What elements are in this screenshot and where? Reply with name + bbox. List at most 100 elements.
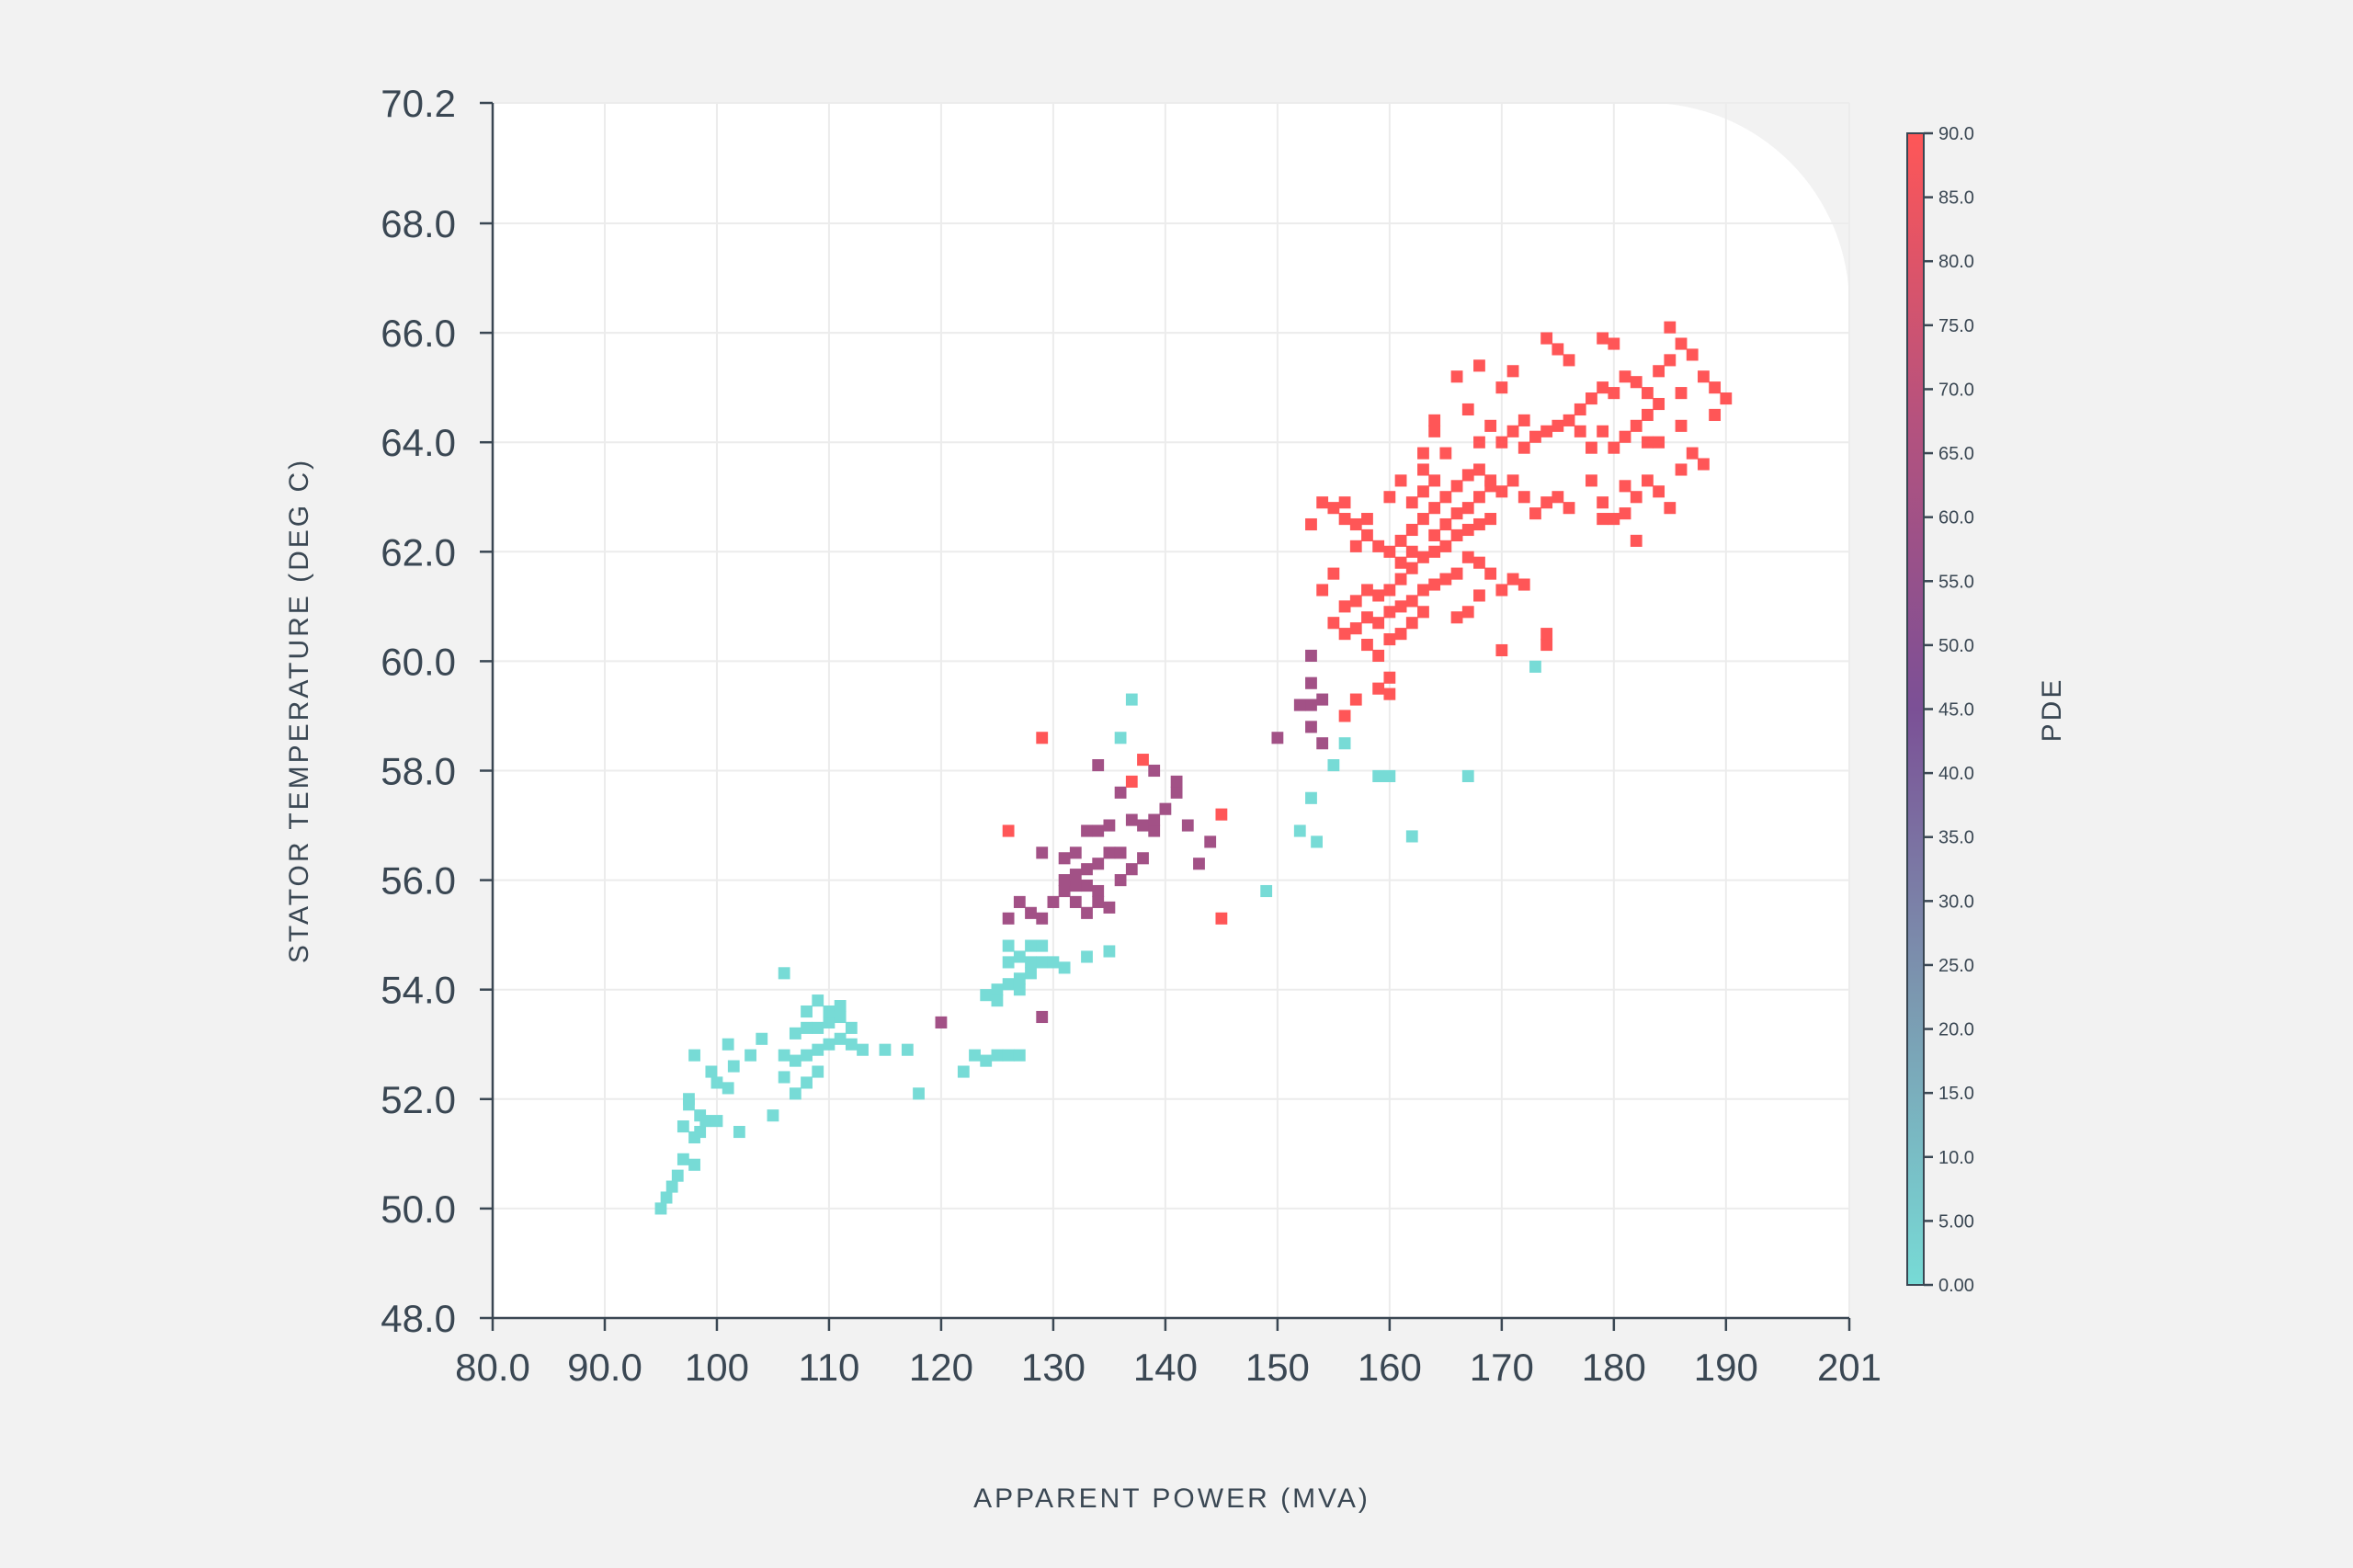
data-cell <box>1439 491 1452 504</box>
y-tick-label: 64.0 <box>381 421 456 464</box>
data-cell <box>745 1049 756 1062</box>
data-cell <box>1608 387 1620 400</box>
data-cell <box>1025 906 1037 919</box>
data-cells <box>654 321 1733 1215</box>
data-cell <box>1372 649 1385 663</box>
data-cell <box>1552 491 1564 504</box>
data-cell <box>1215 912 1228 925</box>
data-cell <box>1372 540 1385 552</box>
data-cell <box>1642 474 1654 487</box>
data-cell <box>1316 496 1329 509</box>
data-cell <box>1069 869 1082 881</box>
data-cell <box>699 1115 712 1128</box>
data-cell <box>1383 584 1396 597</box>
data-cell <box>676 1153 689 1165</box>
data-cell <box>1597 381 1609 394</box>
data-cell <box>1394 474 1407 487</box>
data-cell <box>845 1038 858 1051</box>
data-cell <box>1720 392 1733 405</box>
data-cell <box>1450 567 1463 580</box>
x-tick-label: 190 <box>1694 1346 1758 1389</box>
data-cell <box>991 994 1004 1007</box>
data-cell <box>1529 430 1541 443</box>
data-cell <box>1417 463 1429 476</box>
data-cell <box>1013 972 1026 985</box>
data-cell <box>980 1054 993 1067</box>
data-cell <box>1484 419 1497 432</box>
colorbar-tick-label: 70.0 <box>1938 380 1974 400</box>
data-cell <box>1002 1049 1015 1062</box>
data-cell <box>1125 693 1138 706</box>
data-cell <box>1383 633 1396 646</box>
data-cell <box>1103 901 1116 914</box>
data-cell <box>671 1169 684 1182</box>
data-cell <box>767 1109 779 1122</box>
data-cell <box>778 1071 790 1084</box>
data-cell <box>654 1202 667 1215</box>
data-cell <box>1664 321 1677 334</box>
data-cell <box>1293 699 1306 711</box>
data-cell <box>1327 567 1340 580</box>
data-cell <box>1394 573 1407 585</box>
x-tick-label: 150 <box>1245 1346 1310 1389</box>
data-cell <box>1518 441 1530 454</box>
x-tick-label: 160 <box>1358 1346 1422 1389</box>
data-cell <box>1349 622 1362 635</box>
data-cell <box>1518 491 1530 504</box>
y-tick-label: 66.0 <box>381 312 456 355</box>
data-cell <box>722 1082 734 1095</box>
colorbar-tick-label: 60.0 <box>1938 508 1974 528</box>
data-cell <box>1405 617 1418 630</box>
data-cell <box>1148 813 1161 826</box>
data-cell <box>1305 721 1317 733</box>
data-cell <box>1002 939 1015 952</box>
data-cell <box>1372 617 1385 630</box>
data-cell <box>1114 874 1127 887</box>
data-cell <box>1686 348 1699 361</box>
data-cell <box>1383 606 1396 619</box>
data-cell <box>1608 441 1620 454</box>
data-cell <box>1461 523 1474 537</box>
data-cell <box>823 1016 835 1028</box>
data-cell <box>1619 370 1631 383</box>
data-cell <box>1428 425 1441 437</box>
data-cell <box>789 1054 801 1067</box>
data-cell <box>1013 950 1026 963</box>
data-cell <box>1461 403 1474 416</box>
data-cell <box>1495 381 1508 394</box>
data-cell <box>705 1065 718 1078</box>
data-cell <box>756 1032 768 1045</box>
data-cell <box>1461 551 1474 563</box>
data-cell <box>1013 983 1026 996</box>
data-cell <box>1506 425 1519 437</box>
colorbar-tick-label: 15.0 <box>1938 1084 1974 1104</box>
data-cell <box>1036 912 1049 925</box>
data-cell <box>1148 764 1161 778</box>
data-cell <box>1069 880 1082 892</box>
data-cell <box>1361 638 1373 652</box>
data-cell <box>834 1010 847 1024</box>
data-cell <box>1619 430 1631 443</box>
x-tick-label: 120 <box>909 1346 973 1389</box>
data-cell <box>1653 397 1665 411</box>
data-cell <box>1047 956 1060 969</box>
data-cell <box>1383 769 1396 783</box>
data-cell <box>722 1038 734 1051</box>
data-cell <box>1675 463 1688 476</box>
data-cell <box>1372 589 1385 602</box>
y-tick-label: 60.0 <box>381 640 456 683</box>
y-tick-label: 58.0 <box>381 750 456 793</box>
data-cell <box>901 1043 914 1056</box>
data-cell <box>1630 491 1643 504</box>
colorbar-tick-label: 55.0 <box>1938 572 1974 592</box>
x-tick-label: 201 <box>1817 1346 1881 1389</box>
data-cell <box>1327 502 1340 515</box>
data-cell <box>1058 852 1071 865</box>
data-cell <box>823 1005 835 1018</box>
data-cell <box>1428 545 1441 558</box>
data-cell <box>812 1043 824 1056</box>
data-cell <box>694 1125 707 1139</box>
grid-lines <box>492 102 1850 1319</box>
data-cell <box>1327 758 1340 772</box>
data-cell <box>1417 606 1429 619</box>
